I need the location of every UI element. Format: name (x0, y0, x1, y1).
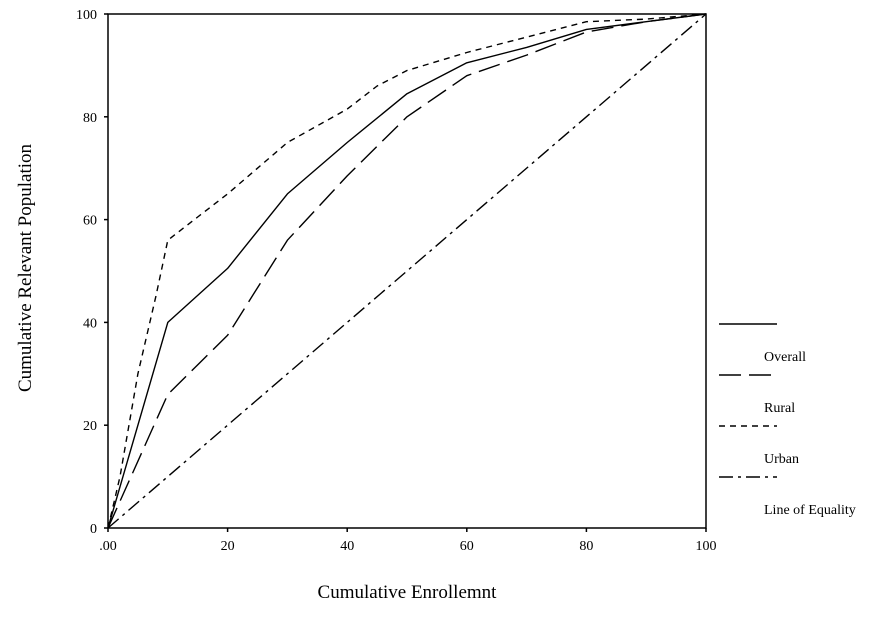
series-layer (107, 13, 707, 529)
series-line-line-of-equality (107, 13, 707, 529)
x-tick-label: 80 (579, 539, 593, 554)
series-line-rural (107, 13, 707, 529)
legend-label-urban: Urban (764, 452, 799, 467)
legend-label-line-of-equality: Line of Equality (764, 503, 856, 518)
y-tick-label: 100 (76, 8, 97, 23)
legend: Overall Rural Urban Line of Equality (719, 323, 856, 518)
x-tick-label: 100 (696, 539, 717, 554)
x-tick-label: 20 (221, 539, 235, 554)
x-tick-label: .00 (99, 539, 117, 554)
series-line-urban (107, 13, 707, 529)
series-line-overall (107, 13, 707, 529)
axis-ticks: .00 20 40 60 80 100 0 20 40 60 80 100 (76, 8, 717, 554)
y-tick-label: 20 (83, 419, 97, 434)
legend-label-overall: Overall (764, 350, 806, 365)
plot-area (107, 13, 707, 529)
x-tick-label: 60 (460, 539, 474, 554)
y-tick-label: 60 (83, 214, 97, 229)
y-tick-label: 0 (90, 522, 97, 537)
y-axis-title: Cumulative Relevant Population (15, 143, 36, 392)
plot-frame (107, 13, 707, 529)
y-tick-label: 80 (83, 111, 97, 126)
x-axis-title: Cumulative Enrollemnt (318, 582, 498, 603)
y-tick-label: 40 (83, 316, 97, 331)
x-tick-label: 40 (340, 539, 354, 554)
legend-label-rural: Rural (764, 401, 795, 416)
